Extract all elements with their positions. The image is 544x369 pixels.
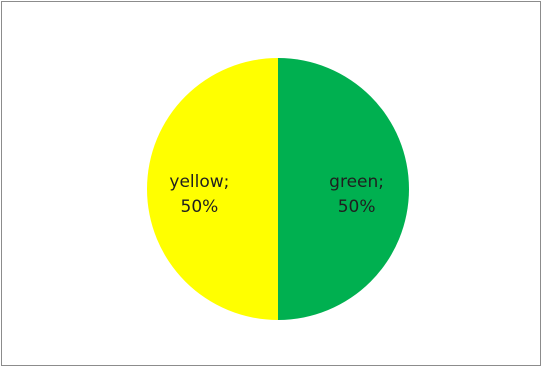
data-label-green: green; 50% <box>329 172 384 217</box>
pie-slice-yellow <box>147 58 278 320</box>
pie-slice-green <box>278 58 409 320</box>
data-label-yellow: yellow; 50% <box>169 172 229 217</box>
